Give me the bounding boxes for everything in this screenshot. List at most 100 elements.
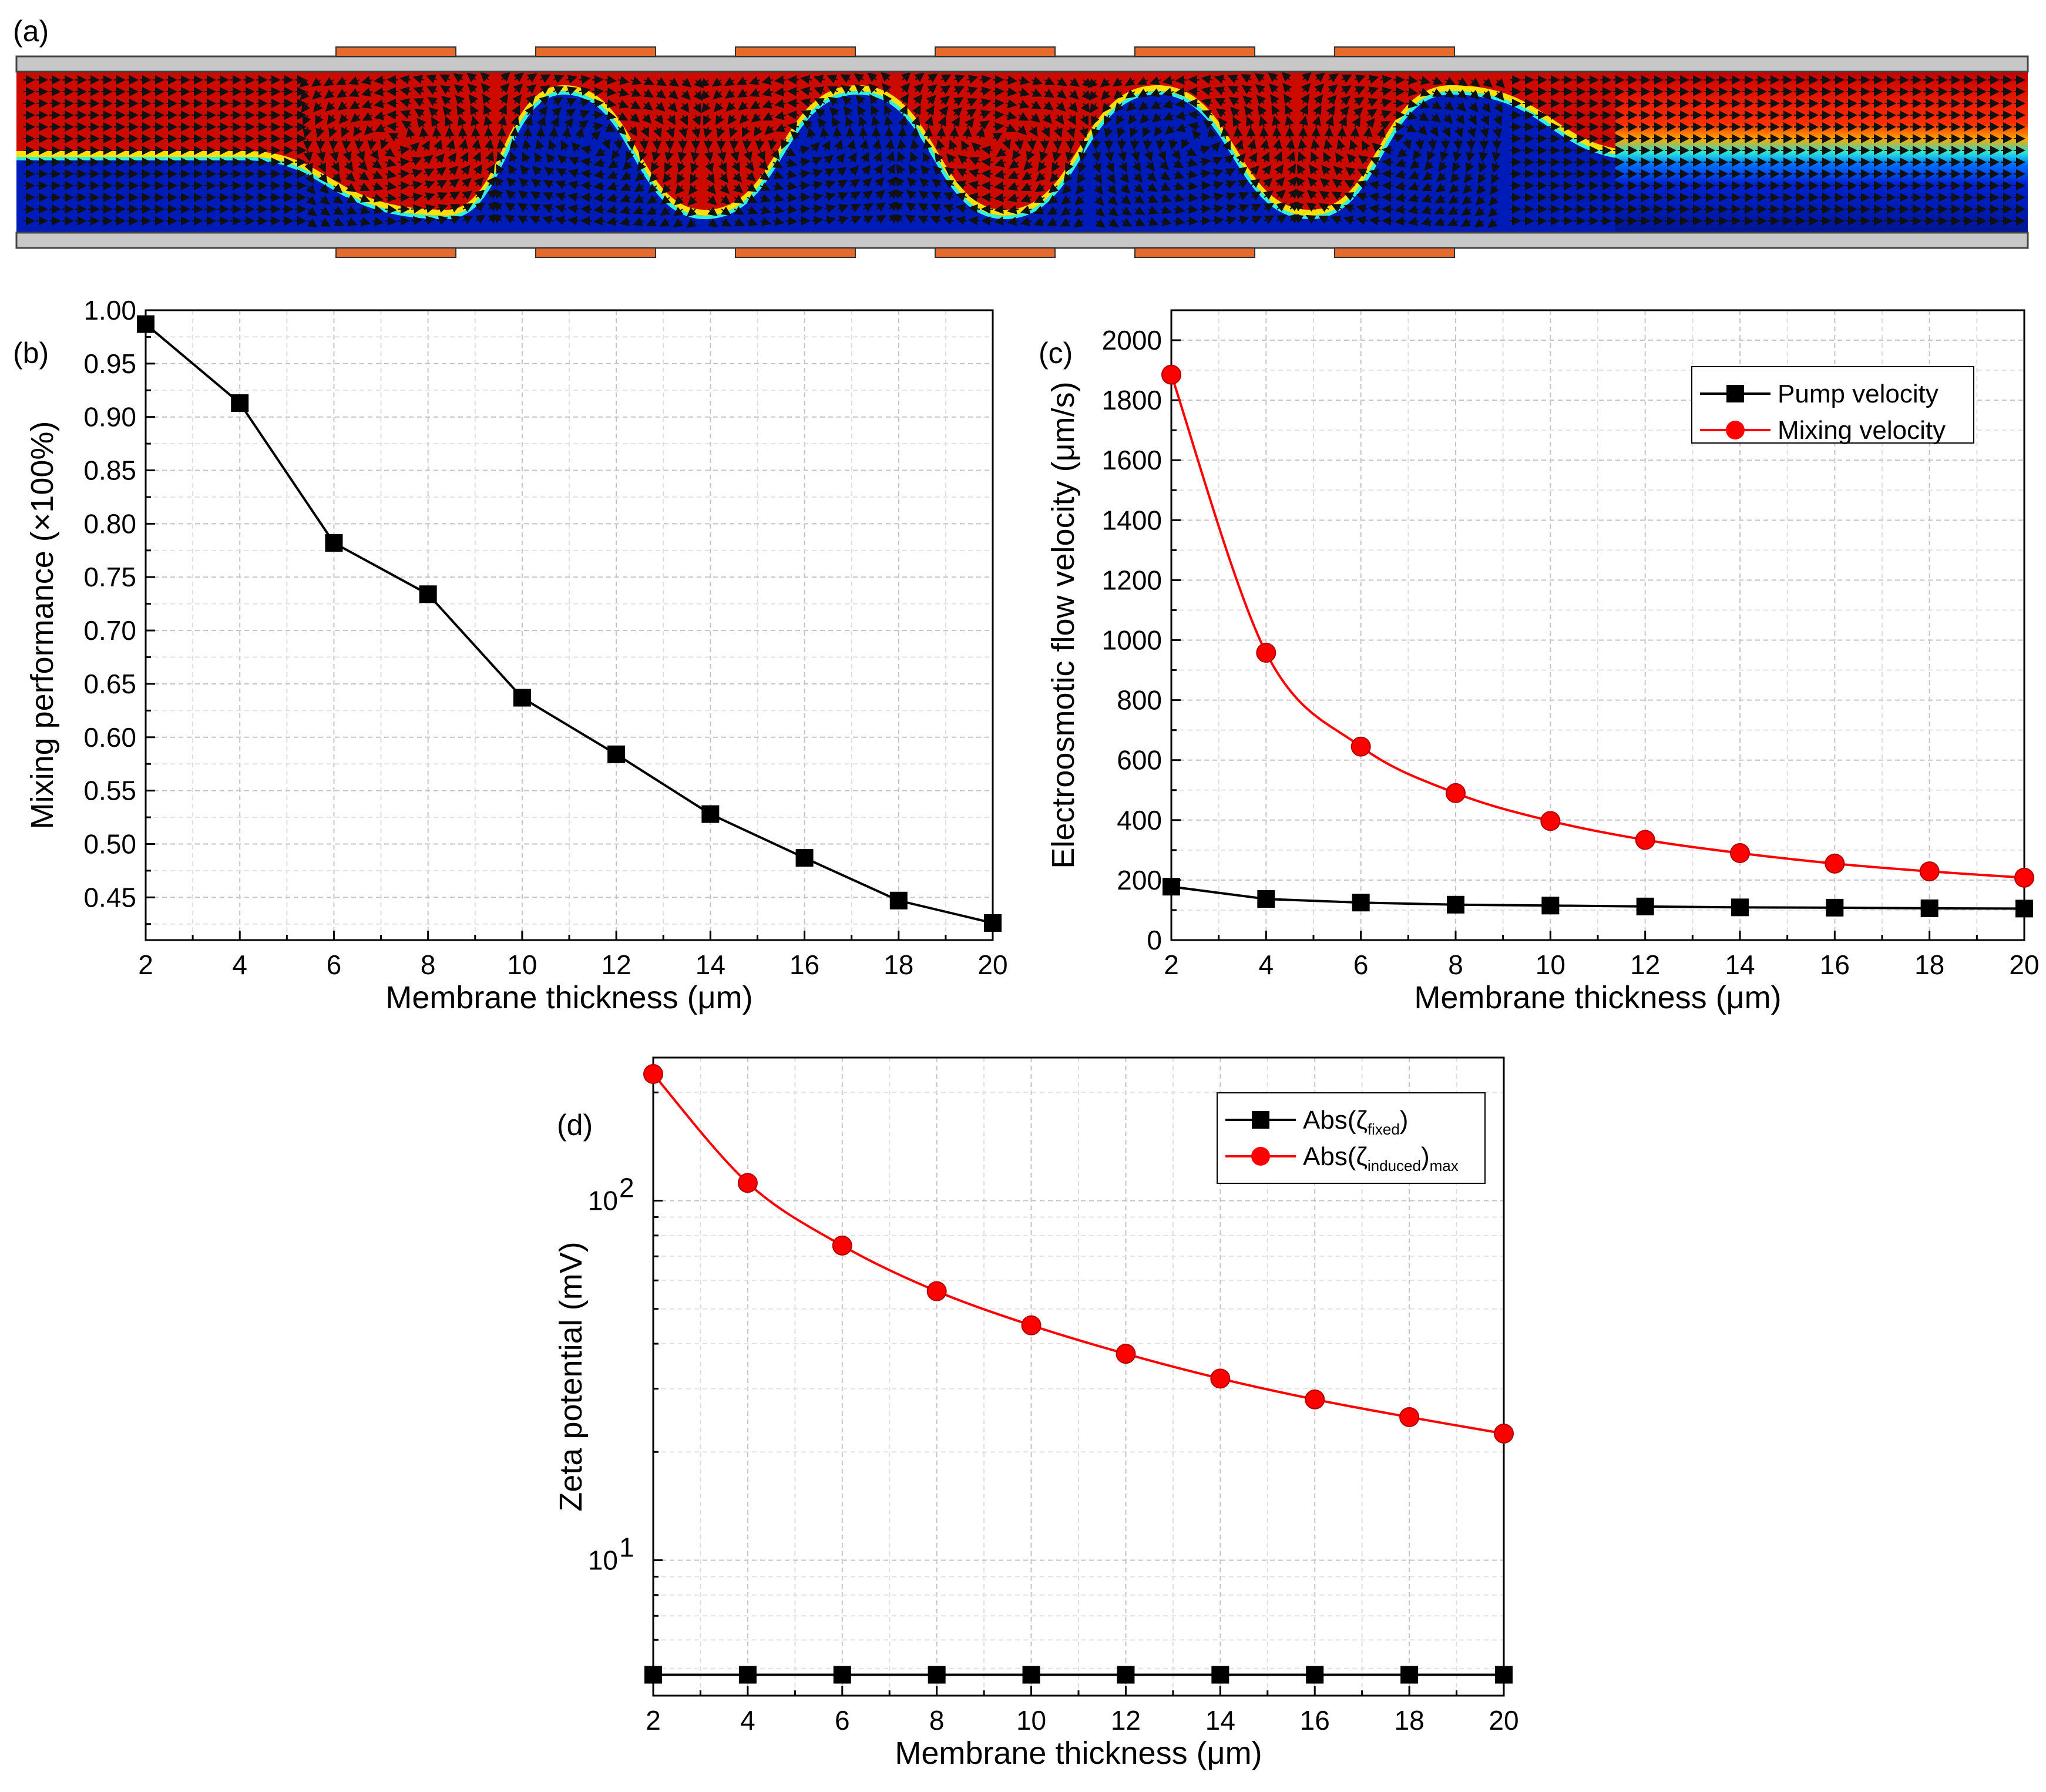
velocity-arrow — [1444, 89, 1456, 98]
velocity-arrow — [922, 152, 932, 163]
x-tick-label: 12 — [1111, 1705, 1141, 1736]
velocity-arrow — [592, 75, 604, 85]
bottom-electrode — [735, 247, 856, 258]
velocity-arrow — [412, 75, 425, 84]
velocity-arrow — [324, 89, 335, 99]
velocity-arrow — [341, 138, 351, 150]
y-tick-label: 1800 — [1102, 385, 1162, 415]
velocity-arrow — [785, 216, 798, 226]
velocity-arrow — [1415, 138, 1425, 150]
velocity-arrow — [703, 115, 712, 126]
velocity-arrow — [421, 140, 430, 151]
y-tick-label: 1000 — [1102, 625, 1162, 656]
velocity-arrow — [1406, 75, 1418, 85]
x-tick-label: 2 — [1164, 949, 1179, 980]
velocity-arrow — [1091, 126, 1100, 139]
velocity-arrow — [845, 127, 855, 139]
top-electrode — [1334, 46, 1455, 57]
velocity-arrow — [1056, 89, 1067, 99]
velocity-arrow — [738, 101, 748, 111]
velocity-arrow — [787, 122, 799, 132]
velocity-arrow — [910, 151, 919, 163]
velocity-arrow — [1102, 102, 1112, 113]
velocity-arrow — [1175, 110, 1187, 120]
velocity-arrow — [1260, 139, 1269, 151]
velocity-arrow — [653, 126, 662, 138]
velocity-arrow — [936, 139, 945, 151]
velocity-arrow — [483, 127, 493, 139]
y-tick-label: 0.90 — [83, 402, 136, 432]
channel-diagram — [15, 46, 2029, 258]
velocity-arrow — [1242, 95, 1253, 106]
velocity-arrow — [949, 139, 958, 151]
velocity-arrow — [435, 153, 445, 164]
x-tick-label: 16 — [789, 949, 819, 980]
velocity-arrow — [739, 113, 750, 124]
velocity-arrow — [1104, 126, 1113, 139]
velocity-arrow — [1014, 138, 1024, 150]
velocity-arrow — [1354, 97, 1365, 106]
velocity-arrow — [626, 150, 634, 162]
velocity-arrow — [1199, 157, 1211, 167]
velocity-arrow — [580, 157, 593, 167]
data-point — [889, 891, 908, 910]
velocity-arrow — [680, 90, 691, 100]
velocity-arrow — [992, 132, 1003, 142]
velocity-arrow — [496, 151, 506, 163]
velocity-arrow — [1254, 73, 1265, 83]
velocity-arrow — [690, 162, 700, 173]
velocity-arrow — [775, 123, 787, 132]
velocity-arrow — [1192, 129, 1202, 140]
velocity-arrow — [1328, 84, 1338, 94]
x-tick-label: 10 — [1016, 1705, 1046, 1736]
velocity-arrow — [926, 95, 936, 105]
velocity-arrow — [1215, 98, 1226, 107]
velocity-arrow — [640, 126, 649, 137]
velocity-arrow — [433, 139, 442, 151]
velocity-arrow — [374, 75, 386, 85]
legend-marker — [1726, 421, 1745, 439]
velocity-arrow — [1031, 76, 1043, 85]
velocity-arrow — [482, 93, 492, 105]
y-tick-label: 600 — [1117, 745, 1162, 776]
velocity-arrow — [525, 105, 534, 116]
velocity-arrow — [1131, 150, 1140, 162]
velocity-arrow — [843, 106, 853, 116]
velocity-arrow — [1155, 138, 1165, 150]
velocity-arrow — [566, 75, 578, 84]
velocity-arrow — [668, 77, 680, 87]
velocity-arrow — [617, 112, 629, 121]
panel-b-label: (b) — [13, 337, 49, 370]
y-tick-label: 1600 — [1102, 445, 1162, 475]
velocity-arrow — [1311, 151, 1319, 163]
data-point — [1920, 899, 1939, 917]
velocity-arrow — [568, 157, 580, 166]
velocity-arrow — [388, 132, 399, 142]
velocity-arrow — [594, 147, 606, 157]
y-tick-label: 1400 — [1102, 505, 1162, 535]
velocity-arrow — [827, 86, 838, 95]
velocity-arrow — [1186, 147, 1197, 156]
velocity-arrow — [1002, 138, 1011, 150]
velocity-arrow — [1162, 75, 1174, 85]
velocity-arrow — [617, 76, 630, 85]
velocity-arrow — [1144, 150, 1153, 162]
velocity-arrow — [1427, 138, 1437, 150]
velocity-arrow — [898, 115, 908, 127]
velocity-arrow — [458, 127, 468, 139]
velocity-arrow — [834, 139, 843, 151]
data-point — [607, 745, 626, 763]
velocity-arrow — [328, 138, 338, 150]
velocity-arrow — [630, 76, 642, 85]
velocity-arrow — [411, 157, 422, 166]
velocity-arrow — [927, 84, 938, 94]
velocity-arrow — [923, 139, 932, 151]
y-tick-label: 800 — [1117, 685, 1162, 716]
velocity-arrow — [401, 120, 412, 130]
velocity-arrow — [398, 169, 410, 179]
velocity-arrow — [858, 116, 868, 127]
velocity-arrow — [431, 116, 440, 127]
velocity-arrow — [1443, 113, 1453, 125]
velocity-arrow — [643, 89, 654, 98]
velocity-arrow — [913, 83, 924, 93]
